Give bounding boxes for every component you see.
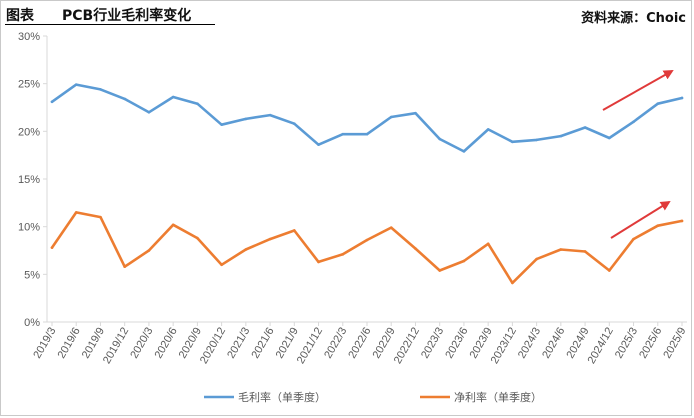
data-point (608, 269, 611, 272)
y-tick-label: 20% (18, 126, 40, 138)
legend: 毛利率（单季度） 净利率（单季度） (204, 390, 542, 404)
data-point (583, 126, 587, 129)
data-point (414, 247, 417, 250)
x-tick-label: 2025/9 (661, 326, 688, 361)
x-tick-label: 2024/6 (540, 326, 567, 361)
data-point (535, 257, 538, 261)
annotation-layer (602, 70, 674, 239)
x-tick-label: 2020/3 (128, 326, 155, 361)
data-point (414, 111, 417, 115)
data-point (123, 97, 126, 101)
data-point (365, 238, 369, 242)
data-point (244, 117, 248, 121)
x-tick-label: 2019/6 (56, 326, 83, 361)
gross-margin-line (50, 83, 684, 153)
data-point (511, 281, 514, 285)
data-point (680, 96, 684, 100)
x-tick-label: 2019/3 (31, 326, 58, 361)
data-point (99, 215, 102, 219)
x-tick-label: 2023/3 (419, 326, 446, 361)
data-point (293, 229, 296, 232)
header-rule (5, 24, 215, 25)
data-point (511, 140, 514, 144)
data-point (171, 95, 175, 99)
data-point (608, 136, 611, 140)
y-axis: 0% 5% 10% 15% 20% 25% 30% (18, 31, 48, 329)
y-tick-label: 30% (18, 31, 40, 43)
data-point (389, 115, 393, 119)
data-point (171, 223, 175, 227)
data-point (244, 248, 248, 251)
data-point (462, 150, 466, 153)
data-point (74, 83, 78, 86)
data-point (293, 122, 296, 126)
data-point (50, 246, 54, 249)
data-point (99, 88, 102, 91)
y-tick-label: 25% (18, 79, 40, 91)
data-point (559, 134, 563, 138)
data-point (147, 249, 151, 252)
data-point (632, 120, 635, 124)
data-point (486, 128, 490, 131)
data-point (680, 219, 684, 223)
legend-label: 净利率（单季度） (454, 390, 542, 404)
legend-net-margin: 净利率（单季度） (420, 390, 542, 404)
x-tick-label: 2025/6 (637, 326, 664, 361)
data-point (196, 236, 199, 240)
data-point (196, 102, 199, 105)
data-point (341, 132, 345, 136)
data-point (268, 113, 272, 117)
data-point (317, 143, 320, 146)
data-point (268, 237, 272, 241)
data-point (220, 123, 223, 126)
data-point (317, 260, 320, 264)
data-point (341, 253, 345, 256)
data-point (535, 138, 538, 142)
data-point (656, 102, 660, 105)
net-margin-trend-arrow (610, 200, 671, 239)
data-point (438, 137, 441, 141)
data-point (462, 259, 466, 263)
x-tick-label: 2020/6 (153, 326, 180, 361)
x-tick-label: 2023/6 (443, 326, 470, 361)
data-point (583, 250, 587, 253)
data-point (365, 132, 369, 136)
y-tick-label: 10% (18, 222, 40, 234)
series-layer (50, 83, 684, 285)
x-tick-label: 2021/3 (225, 326, 252, 361)
y-tick-label: 0% (24, 317, 40, 329)
data-point (389, 226, 393, 229)
data-point (74, 211, 78, 214)
data-point (438, 269, 441, 272)
x-tick-label: 2021/6 (249, 326, 276, 361)
data-point (147, 110, 151, 114)
legend-label: 毛利率（单季度） (238, 390, 326, 404)
chart-header: 图表 PCB行业毛利率变化 (6, 5, 191, 25)
y-tick-label: 15% (18, 174, 40, 186)
legend-gross-margin: 毛利率（单季度） (204, 390, 326, 404)
data-point (486, 242, 490, 246)
net-margin-line (50, 211, 684, 285)
x-tick-label: 2022/6 (346, 326, 373, 361)
y-tick-label: 5% (24, 269, 40, 281)
data-point (123, 265, 126, 269)
x-tick-label: 2025/3 (613, 326, 640, 361)
data-point (656, 224, 660, 228)
chart-title: PCB行业毛利率变化 (62, 8, 192, 24)
x-tick-label: 2024/3 (516, 326, 543, 361)
x-axis: 2019/32019/62019/92019/122020/32020/6202… (31, 321, 689, 366)
data-point (220, 263, 223, 267)
figure-label: 图表 (6, 8, 34, 24)
source-note: 资料来源：Choic (581, 11, 686, 26)
gross-margin-trend-arrow (602, 70, 674, 111)
data-point (632, 237, 635, 241)
data-point (50, 100, 54, 104)
x-tick-label: 2022/3 (322, 326, 349, 361)
data-point (559, 248, 563, 251)
